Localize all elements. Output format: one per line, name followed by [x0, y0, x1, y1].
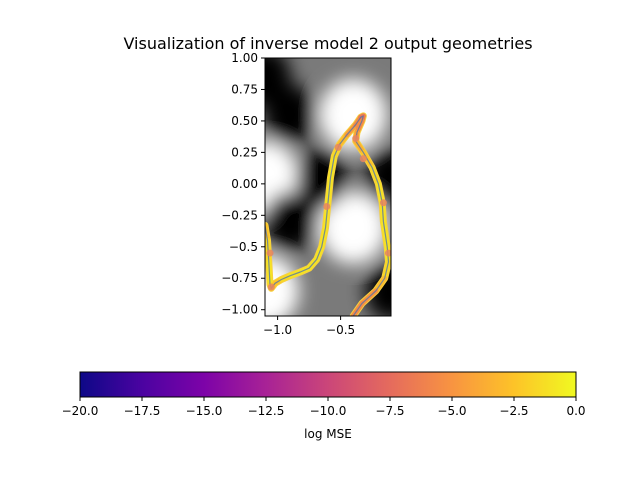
geometry-marker	[359, 155, 367, 163]
y-tick-label: −0.75	[221, 271, 258, 285]
heatmap-bright-spot	[319, 78, 388, 151]
colorbar-tick-label: 0.0	[566, 404, 585, 418]
geometry-marker	[323, 203, 331, 211]
axes-frame	[264, 57, 392, 317]
heatmap-bright-spot	[319, 191, 388, 264]
geometry-marker	[267, 283, 275, 291]
geometry-marker	[334, 143, 342, 151]
x-axis: −1.0 −0.5	[263, 316, 355, 337]
geometry-marker	[379, 199, 387, 207]
colorbar-tick-label: −12.5	[248, 404, 285, 418]
heatmap-dark-spot	[265, 58, 291, 107]
colorbar-tick-label: −7.5	[375, 404, 404, 418]
geometry-markers	[266, 135, 391, 291]
colorbar-tick-label: −5.0	[437, 404, 466, 418]
x-tick-label: −1.0	[263, 323, 292, 337]
y-tick-label: −1.00	[221, 303, 258, 317]
y-tick-label: 1.00	[231, 51, 258, 65]
heatmap-bright-spot	[265, 254, 299, 316]
x-tick-label: −0.5	[326, 323, 355, 337]
y-tick-label: −0.25	[221, 208, 258, 222]
heatmap-dark-spot	[265, 191, 317, 252]
y-axis: 1.00 0.75 0.50 0.25 0.00 −0.25 −0.5 −0.75 −1.00	[221, 51, 265, 317]
colorbar-tick-label: −2.5	[499, 404, 528, 418]
y-tick-label: 0.25	[231, 145, 258, 159]
y-tick-label: 0.75	[231, 82, 258, 96]
colorbar-body	[79, 371, 577, 398]
colorbar-tick-label: −17.5	[124, 404, 161, 418]
geometry-curve	[265, 112, 391, 316]
geometry-marker	[266, 249, 274, 257]
colorbar-axis: −20.0 −17.5 −15.0 −12.5 −10.0 −7.5 −5.0 −2.5 0.0	[62, 397, 586, 418]
y-tick-label: 0.50	[231, 114, 258, 128]
colorbar-tick-label: −15.0	[186, 404, 223, 418]
heatmap-dark-spot	[295, 147, 348, 208]
plot-axes: −1.0 −0.5 1.00 0.75 0.50 0.25 0.00 −0.25 −0.5 −0…	[221, 51, 392, 337]
chart-title: Visualization of inverse model 2 output …	[123, 34, 532, 53]
geometry-marker	[352, 135, 360, 143]
colorbar: −20.0 −17.5 −15.0 −12.5 −10.0 −7.5 −5.0 −2.5 0.0…	[62, 371, 586, 441]
colorbar-tick-label: −10.0	[310, 404, 347, 418]
geometry-curve-core	[265, 115, 390, 316]
colorbar-label: log MSE	[304, 427, 352, 441]
colorbar-tick-label: −20.0	[62, 404, 99, 418]
y-tick-label: 0.00	[231, 177, 258, 191]
y-tick-label: −0.5	[229, 240, 258, 254]
geometry-marker	[384, 249, 391, 257]
